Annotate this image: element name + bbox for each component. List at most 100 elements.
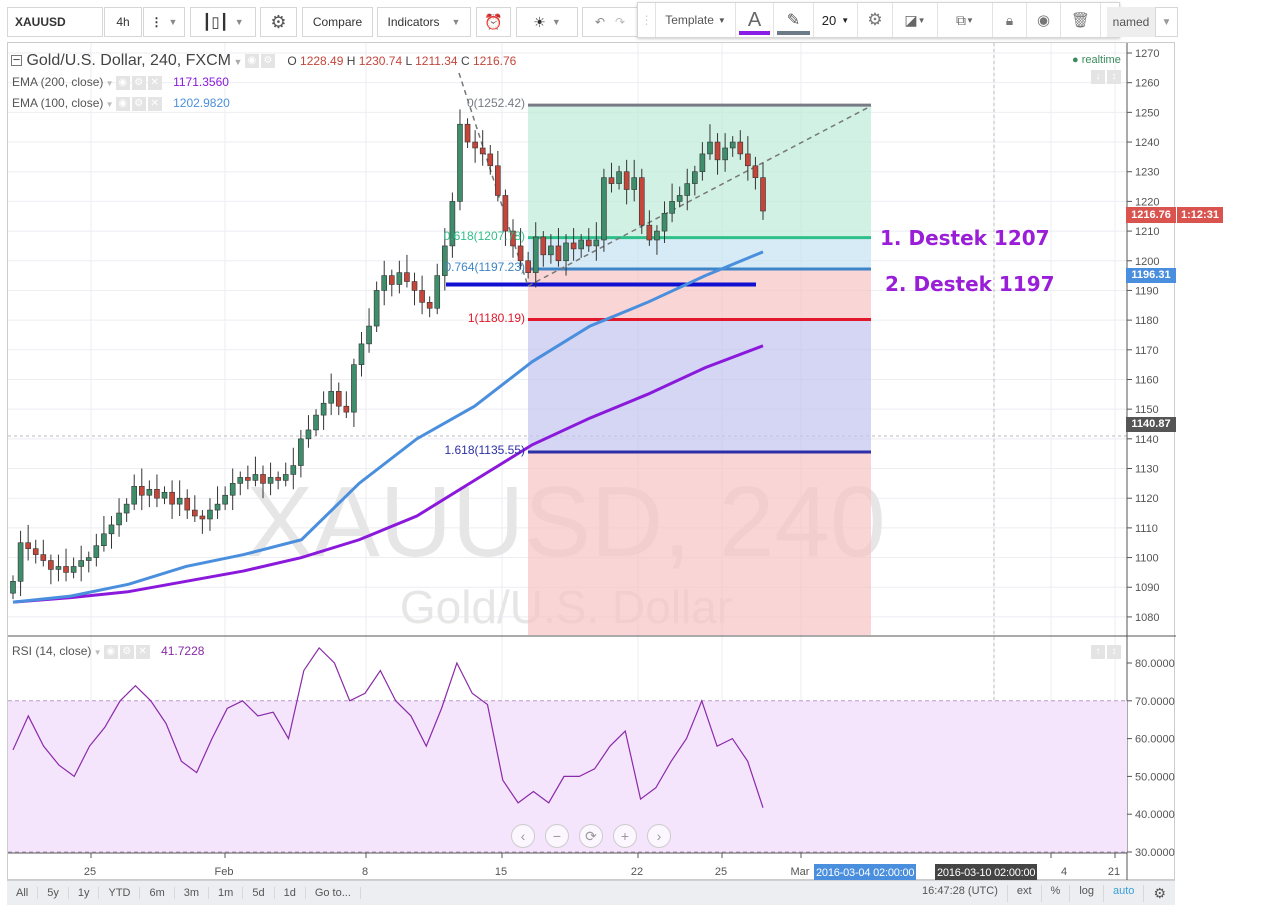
range-5[interactable]: 3m: [175, 887, 210, 899]
gear-icon[interactable]: ⚙: [119, 644, 134, 659]
fib-zone: [528, 319, 871, 453]
alarm-icon: ⏰: [484, 14, 503, 31]
range-6[interactable]: 1m: [209, 887, 244, 899]
gear-icon[interactable]: ⚙: [131, 96, 146, 111]
range-1[interactable]: 5y: [38, 887, 69, 899]
candle-body: [222, 494, 228, 505]
drag-handle[interactable]: ⋮: [638, 3, 656, 37]
time-tick-label: Feb: [214, 866, 234, 878]
send-back-button[interactable]: ⧉ ▼: [938, 3, 993, 37]
redo-icon[interactable]: ↷: [615, 15, 626, 29]
support-2-annotation[interactable]: 2. Destek 1197: [885, 272, 1055, 296]
range-2[interactable]: 1y: [69, 887, 100, 899]
candlestick-icon: ┃▯┃: [202, 14, 229, 31]
ema200-legend: EMA (200, close) ▼ ◉ ⚙ ✕ 1171.3560: [12, 75, 229, 90]
scale-buttons[interactable]: ↓ ↕: [1091, 69, 1123, 84]
rsi-scale-buttons[interactable]: ↑ ↕: [1091, 644, 1123, 659]
candle-body: [176, 497, 183, 505]
gear-icon[interactable]: ⚙: [1153, 884, 1166, 901]
arrows-vertical-icon[interactable]: ↕: [1107, 644, 1121, 659]
countdown-badge: 1:12:31: [1177, 207, 1223, 223]
candle-body: [722, 147, 728, 161]
candle-body: [373, 290, 380, 327]
candle-body: [578, 239, 584, 250]
ext-toggle[interactable]: ext: [1008, 884, 1042, 902]
candle-body: [335, 391, 342, 407]
visibility-icon[interactable]: ◉: [244, 53, 259, 68]
percent-toggle[interactable]: %: [1042, 884, 1071, 902]
visibility-icon[interactable]: ◉: [115, 96, 130, 111]
compare-button[interactable]: Compare: [302, 7, 373, 37]
realtime-label: realtime: [1081, 54, 1121, 66]
bring-front-button[interactable]: ◪ ▼: [893, 3, 938, 37]
layout-dropdown[interactable]: ▼: [1155, 7, 1178, 37]
candle-body: [169, 491, 175, 505]
delete-button[interactable]: 🗑︎: [1061, 3, 1101, 37]
eye-icon: ◉: [1036, 12, 1051, 29]
range-4[interactable]: 6m: [140, 887, 175, 899]
range-0[interactable]: All: [7, 887, 39, 899]
light-button[interactable]: ☀ ▼: [516, 7, 578, 37]
range-7[interactable]: 5d: [243, 887, 275, 899]
ema100-value: 1202.9820: [173, 96, 230, 110]
price-tick-label: 1180: [1135, 315, 1159, 327]
rsi-label: RSI (14, close): [12, 644, 92, 658]
settings-button[interactable]: ⚙: [260, 7, 297, 37]
log-toggle[interactable]: log: [1070, 884, 1105, 902]
range-9[interactable]: Go to...: [306, 887, 361, 899]
text-color-button[interactable]: A: [736, 3, 774, 37]
auto-toggle[interactable]: auto: [1104, 884, 1145, 902]
candle-body: [411, 281, 418, 291]
arrow-up-icon[interactable]: ↑: [1091, 644, 1105, 659]
arrow-down-icon[interactable]: ↓: [1091, 69, 1105, 84]
high-label: H: [346, 54, 356, 68]
symbol-search[interactable]: XAUUSD: [7, 7, 103, 37]
fib-level-label: 0(1252.42): [466, 96, 525, 111]
close-icon[interactable]: ✕: [147, 96, 162, 111]
price-tick-label: 1190: [1135, 285, 1159, 297]
scroll-left-button[interactable]: ‹: [511, 824, 535, 848]
gear-icon[interactable]: ⚙: [260, 53, 275, 68]
zoom-out-button[interactable]: −: [545, 824, 569, 848]
visibility-icon[interactable]: ◉: [115, 75, 130, 90]
range-8[interactable]: 1d: [275, 887, 306, 899]
chart-canvas[interactable]: 1270 1260 1250 1240 1230 1220 1210 1200 1190 1180…: [8, 43, 1176, 881]
fib-level-label: 0.764(1197.23): [444, 259, 525, 274]
layout-name-button[interactable]: named: [1107, 7, 1155, 37]
ema100-line: [12, 250, 764, 604]
drawing-settings-button[interactable]: ⚙: [858, 3, 893, 37]
arrows-vertical-icon[interactable]: ↕: [1107, 69, 1121, 84]
visibility-button[interactable]: ◉: [1027, 3, 1061, 37]
candle-body: [502, 195, 509, 232]
time-tick-label: 4: [1060, 866, 1068, 878]
candle-body: [267, 477, 274, 484]
visibility-icon[interactable]: ◉: [103, 644, 118, 659]
chart-area[interactable]: 1270 1260 1250 1240 1230 1220 1210 1200 1190 1180…: [7, 42, 1176, 881]
candle-body: [661, 212, 668, 232]
close-icon[interactable]: ✕: [135, 644, 150, 659]
undo-icon[interactable]: ↶: [594, 15, 605, 29]
interval-button[interactable]: 4h: [104, 7, 142, 37]
candle-body: [729, 141, 736, 149]
scroll-right-button[interactable]: ›: [647, 824, 671, 848]
interval-dropdown[interactable]: ⋮ ▼: [143, 7, 185, 37]
zoom-in-button[interactable]: +: [613, 824, 637, 848]
ema200-value: 1171.3560: [173, 75, 229, 89]
collapse-icon[interactable]: −: [11, 52, 22, 68]
text-color-swatch: [739, 31, 770, 35]
lightbulb-icon: ☀: [533, 13, 546, 30]
range-3[interactable]: YTD: [99, 887, 141, 899]
indicators-button[interactable]: Indicators ▼: [377, 7, 471, 37]
gear-icon[interactable]: ⚙: [131, 75, 146, 90]
line-color-button[interactable]: ✎: [774, 3, 814, 37]
lock-button[interactable]: 🔒︎: [993, 3, 1027, 37]
reset-button[interactable]: ⟳: [579, 824, 603, 848]
fib-trend-line: [458, 72, 529, 287]
font-size-select[interactable]: 20 ▼: [814, 3, 858, 37]
support-1-annotation[interactable]: 1. Destek 1207: [880, 226, 1050, 250]
alert-button[interactable]: ⏰: [476, 7, 511, 37]
candle-body: [63, 566, 69, 573]
chart-type-button[interactable]: ┃▯┃ ▼: [190, 7, 256, 37]
template-button[interactable]: Template ▼: [656, 3, 736, 37]
close-icon[interactable]: ✕: [147, 75, 162, 90]
